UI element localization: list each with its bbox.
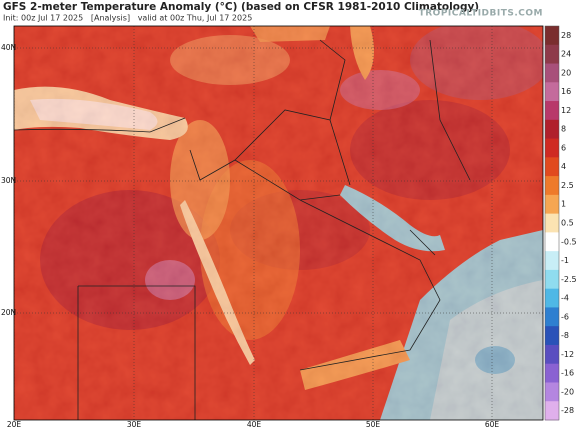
watermark: TROPICALTIDBITS.COM (419, 9, 543, 19)
colorbar-swatch (545, 101, 559, 121)
colorbar-label: -6 (561, 312, 569, 321)
lon-label: 30E (127, 420, 142, 429)
colorbar-label: 6 (561, 143, 566, 152)
colorbar-swatch (545, 307, 559, 327)
colorbar-label: -20 (561, 387, 574, 396)
lon-label: 20E (7, 420, 22, 429)
colorbar-label: 1 (561, 200, 566, 209)
colorbar-label: 16 (561, 87, 571, 96)
lat-label: 30N (1, 176, 16, 185)
colorbar-swatch (545, 213, 559, 233)
map-frame (13, 25, 544, 421)
lat-label: 40N (1, 43, 16, 52)
colorbar-swatch (545, 194, 559, 215)
colorbar-label: 0.5 (561, 219, 574, 228)
colorbar-swatch (545, 269, 559, 290)
colorbar-label: -12 (561, 350, 574, 359)
colorbar-label: 8 (561, 125, 566, 134)
colorbar-label: -28 (561, 406, 574, 415)
colorbar-swatch (545, 363, 559, 383)
colorbar-label: -2.5 (561, 275, 576, 284)
colorbar-swatch (545, 401, 559, 421)
map (14, 26, 543, 420)
colorbar-swatch (545, 382, 559, 402)
colorbar-swatch (545, 63, 559, 83)
colorbar-label: -1 (561, 256, 569, 265)
colorbar-swatch (545, 251, 559, 271)
colorbar-swatch (545, 157, 559, 177)
colorbar: 28 24 20 16 12 8 6 4 2.5 1 0.5 -0.5 -1 -2.5 -4 -6 -8 -12 -… (544, 25, 576, 421)
colorbar-swatch (545, 82, 559, 102)
colorbar-swatch (545, 119, 559, 140)
colorbar-label: 20 (561, 68, 571, 77)
colorbar-swatch (545, 26, 559, 46)
colorbar-swatch (545, 344, 559, 365)
colorbar-frame (544, 25, 560, 421)
colorbar-label: 12 (561, 106, 571, 115)
lat-label: 20N (1, 308, 16, 317)
colorbar-swatch (545, 288, 559, 308)
subtitle: Init: 00z Jul 17 2025 [Analysis] valid a… (3, 14, 252, 23)
colorbar-label: 2.5 (561, 181, 574, 190)
colorbar-swatch (545, 176, 559, 196)
colorbar-swatch (545, 138, 559, 158)
colorbar-label: 24 (561, 50, 571, 59)
colorbar-label: -16 (561, 369, 574, 378)
lon-label: 60E (485, 420, 500, 429)
colorbar-label: 28 (561, 31, 571, 40)
title: GFS 2-meter Temperature Anomaly (°C) (ba… (3, 1, 479, 13)
colorbar-swatch (545, 232, 559, 252)
colorbar-swatch (545, 44, 559, 65)
colorbar-label: -0.5 (561, 237, 576, 246)
lon-label: 50E (366, 420, 381, 429)
colorbar-swatch (545, 326, 559, 346)
lon-label: 40E (247, 420, 262, 429)
colorbar-label: 4 (561, 162, 566, 171)
colorbar-label: -4 (561, 294, 569, 303)
colorbar-label: -8 (561, 331, 569, 340)
